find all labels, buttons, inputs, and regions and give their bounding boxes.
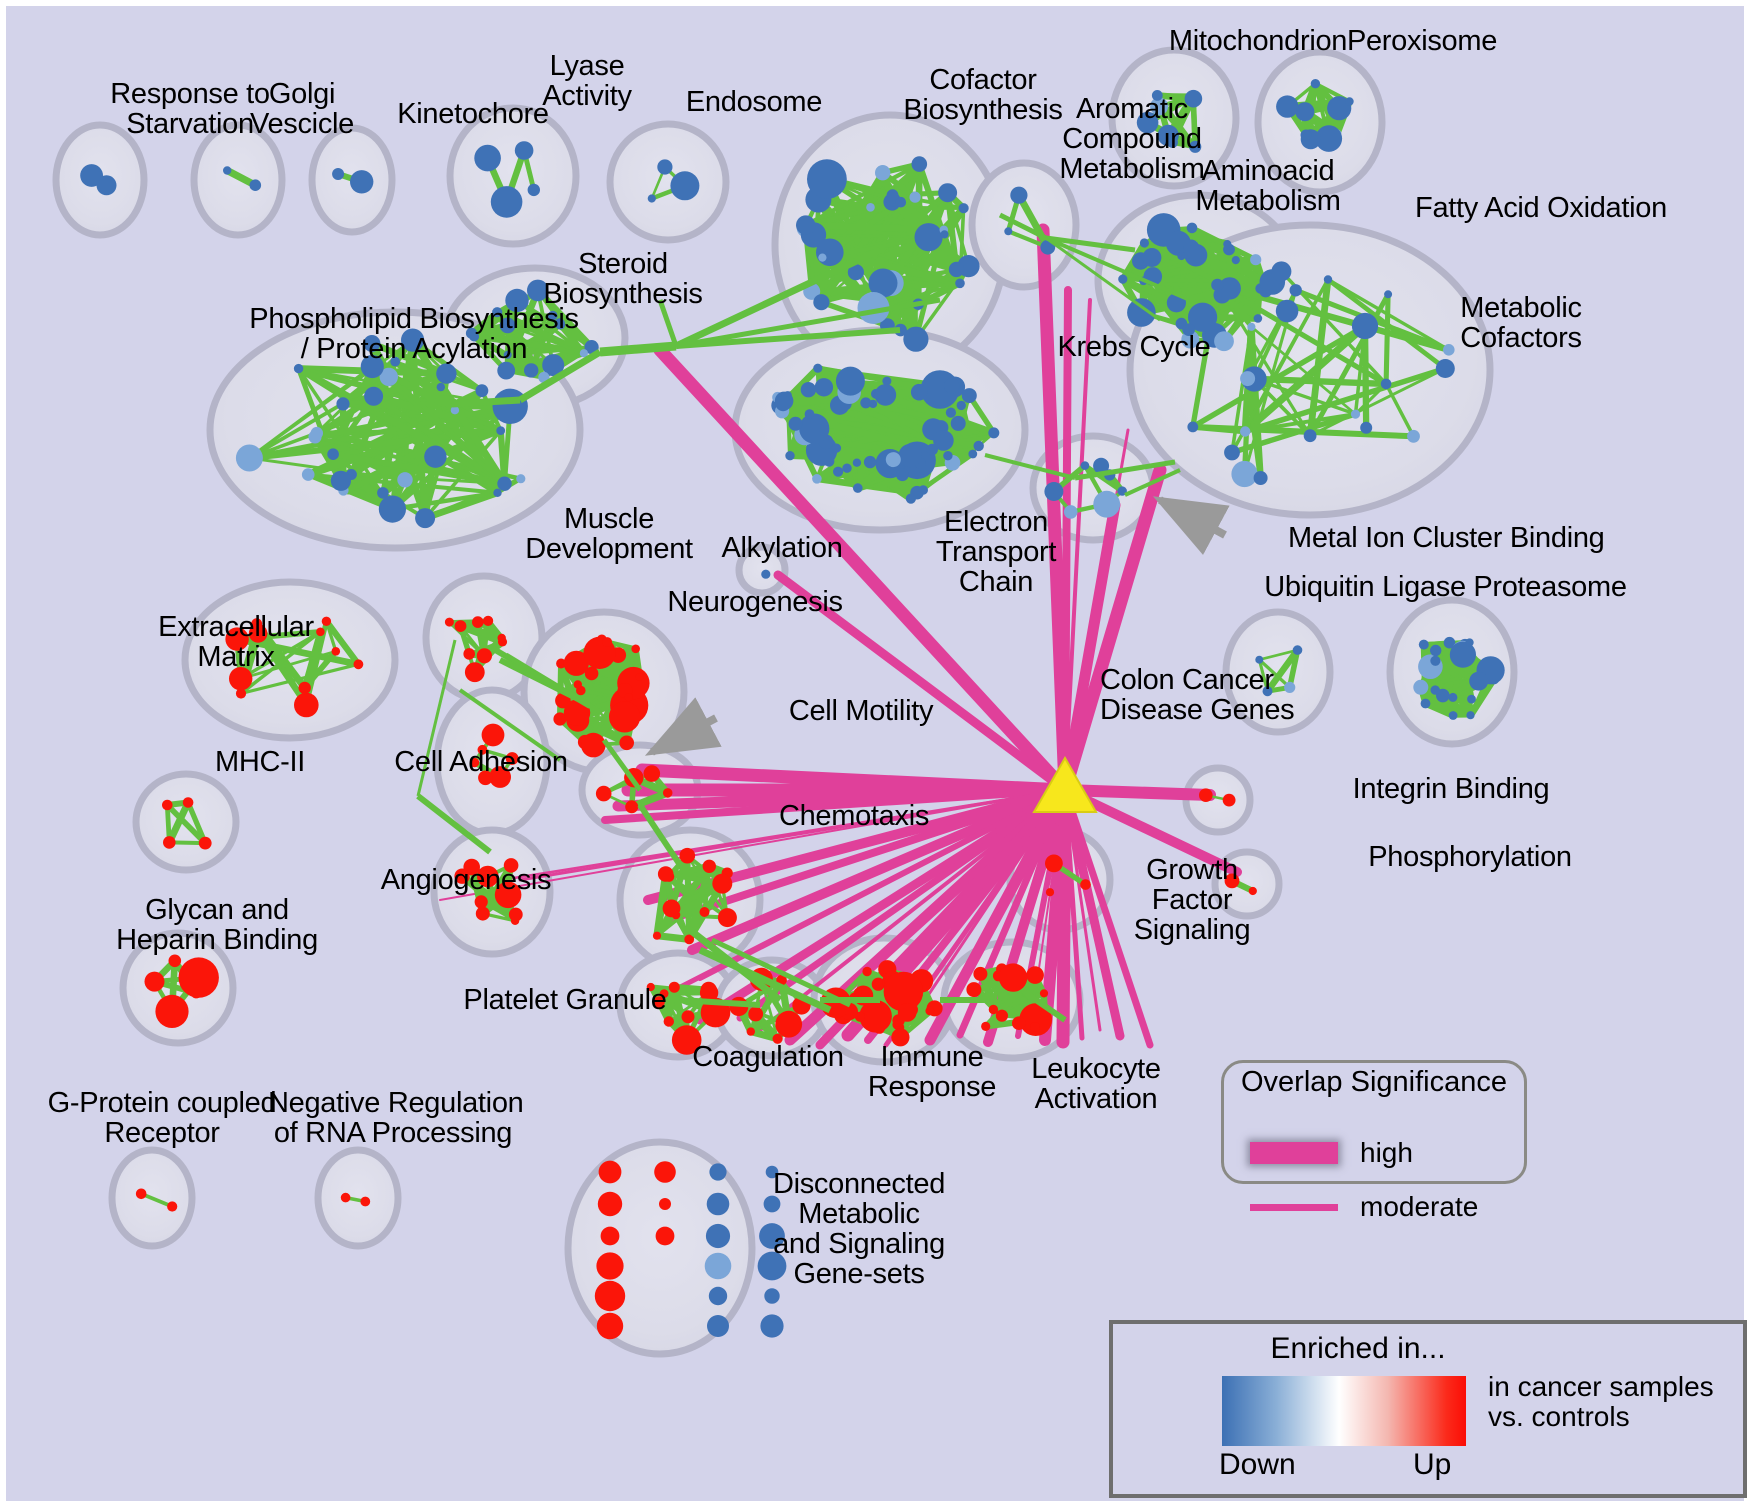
cluster-label-golgi-vescicle: Golgi Vescicle [250,78,354,140]
colorbar-high-label: Up [1413,1448,1452,1481]
cluster-label-proteasome: Proteasome [1473,571,1627,603]
legend-item-high-label: high [1360,1137,1413,1168]
cluster-label-neurogenesis: Neurogenesis [667,586,843,618]
cluster-label-fatty-acid-oxidation: Fatty Acid Oxidation [1415,192,1667,224]
moderate-line-swatch [1250,1203,1338,1211]
cell-motility-arrow [644,697,722,756]
cluster-label-chemotaxis: Chemotaxis [778,800,930,832]
cluster-label-mitochondrion: Mitochondrion [1168,25,1348,57]
cluster-label-g-protein-coupled-receptor: G-Protein coupled Receptor [47,1087,277,1149]
hub-label: Colon Cancer Disease Genes [1100,664,1295,726]
cluster-label-extracellular-matrix: Extracellular Matrix [158,611,314,673]
cluster-label-aminoacid-metabolism: Aminoacid Metabolism [1195,155,1341,217]
cluster-label-coagulation: Coagulation [692,1041,844,1073]
metal-ion-arrow [1152,496,1230,555]
cluster-label-glycan-and-heparin-binding: Glycan and Heparin Binding [116,894,318,956]
legend-item-moderate-label: moderate [1360,1191,1479,1222]
cluster-label-phosphorylation: Phosphorylation [1368,841,1572,873]
cluster-label-integrin-binding: Integrin Binding [1352,773,1550,805]
cluster-label-metabolic-cofactors: Metabolic Cofactors [1460,292,1582,354]
cluster-label-alkylation: Alkylation [721,532,843,564]
legend-enriched-title: Enriched in... [1270,1332,1446,1365]
inter-cluster-edges [416,212,1191,1023]
cluster-label-lyase-activity: Lyase Activity [542,50,632,112]
legend-overlap-significance: Overlap Significance high moderate [1221,1060,1527,1222]
gene-set-nodes [80,79,1505,1340]
cluster-label-endosome: Endosome [685,86,823,118]
legend-enriched-in: Enriched in... Down Up in cancer samples… [1109,1320,1747,1498]
cluster-label-electron-transport-chain: Electron Transport Chain [935,506,1057,598]
cluster-label-response-to-starvation: Response to Starvation [110,78,270,140]
cluster-label-growth-factor-signaling: Growth Factor Signaling [1133,854,1251,946]
cluster-label-cell-motility: Cell Motility [788,695,934,727]
hub-node-triangle[interactable] [1032,755,1098,813]
legend-significance-title: Overlap Significance [1241,1066,1507,1098]
legend-item-high: high [1250,1137,1413,1169]
high-line-swatch [1250,1142,1338,1164]
cluster-label-krebs-cycle: Krebs Cycle [1057,331,1211,363]
annotation-arrows [644,496,1230,756]
cluster-label-ubiquitin-ligase: Ubiquitin Ligase [1264,571,1466,603]
cluster-label-kinetochore: Kinetochore [397,98,549,130]
cluster-label-mhc-ii: MHC-II [214,746,305,778]
cluster-label-angiogenesis: Angiogenesis [380,864,552,896]
cluster-label-steroid-biosynthesis: Steroid Biosynthesis [543,248,703,310]
cluster-label-peroxisome: Peroxisome [1346,25,1498,57]
cluster-label-disconnected-metabolic-and-signaling-gene-sets: Disconnected Metabolic and Signaling Gen… [772,1168,946,1290]
cluster-label-cell-adhesion: Cell Adhesion [394,746,568,778]
cluster-label-metal-ion-cluster-binding: Metal Ion Cluster Binding [1288,522,1605,554]
cluster-label-negative-regulation-of-rna-processing: Negative Regulation of RNA Processing [268,1087,524,1149]
colorbar-context-label: in cancer samples vs. controls [1488,1371,1714,1433]
legend-item-moderate: moderate [1250,1191,1478,1223]
cluster-label-muscle-development: Muscle Development [525,503,693,565]
cluster-label-phospholipid-biosynthesis-protein-acylation: Phospholipid Biosynthesis / Protein Acyl… [249,303,579,365]
cluster-label-aromatic-compound-metabolism: Aromatic Compound Metabolism [1059,93,1205,185]
cluster-label-platelet-granule: Platelet Granule [463,984,667,1016]
enrichment-colorbar [1222,1376,1466,1446]
cluster-label-cofactor-biosynthesis: Cofactor Biosynthesis [903,64,1063,126]
cluster-label-leukocyte-activation: Leukocyte Activation [1031,1053,1161,1115]
colorbar-low-label: Down [1219,1448,1296,1481]
cluster-label-immune-response: Immune Response [867,1041,997,1103]
